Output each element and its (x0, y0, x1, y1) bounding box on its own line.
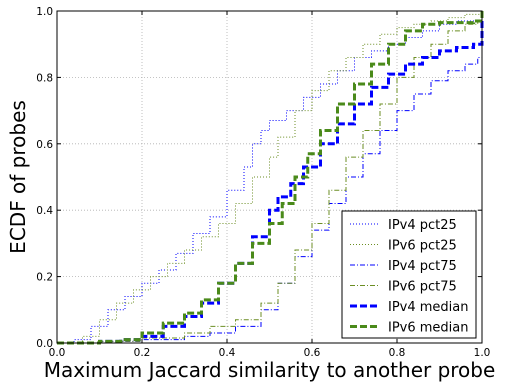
y-tick-label: 0.0 (36, 338, 53, 350)
legend-label: IPv4 pct25 (388, 218, 457, 233)
legend-label: IPv6 median (388, 321, 469, 336)
series-line-1 (57, 11, 483, 344)
plot-frame (56, 10, 483, 344)
x-tick-label: 0.4 (219, 347, 236, 359)
legend-label: IPv4 pct75 (388, 259, 457, 274)
legend-label: IPv6 pct25 (388, 239, 457, 254)
series-line-3 (57, 11, 483, 344)
x-tick-label: 0.0 (49, 347, 66, 359)
y-tick-label: 0.4 (36, 205, 53, 217)
x-axis-label: Maximum Jaccard similarity to another pr… (44, 358, 496, 382)
y-tick-label: 0.8 (36, 72, 53, 84)
series-lines (57, 11, 484, 345)
series-line-0 (57, 11, 483, 344)
y-tick-label: 0.6 (36, 139, 53, 151)
y-tick-label: 1.0 (36, 6, 53, 18)
x-tick-label: 0.6 (304, 347, 321, 359)
y-tick-label: 0.2 (36, 272, 53, 284)
legend-box (341, 210, 477, 339)
x-tick-label: 0.2 (134, 347, 151, 359)
x-tick-label: 1.0 (474, 347, 491, 359)
axis-ticks: 0.0 0.2 0.4 0.6 0.8 1.0 0.0 0.2 0.4 0.6 0.8 1.0 (36, 6, 490, 359)
y-axis-label: ECDF of probes (6, 100, 30, 254)
x-tick-label: 0.8 (389, 347, 406, 359)
legend-label: IPv6 pct75 (388, 280, 457, 295)
legend-label: IPv4 median (388, 300, 469, 315)
legend: IPv4 pct25 IPv6 pct25 IPv4 pct75 IPv6 pct75… (341, 210, 477, 339)
series-line-5 (57, 11, 484, 345)
